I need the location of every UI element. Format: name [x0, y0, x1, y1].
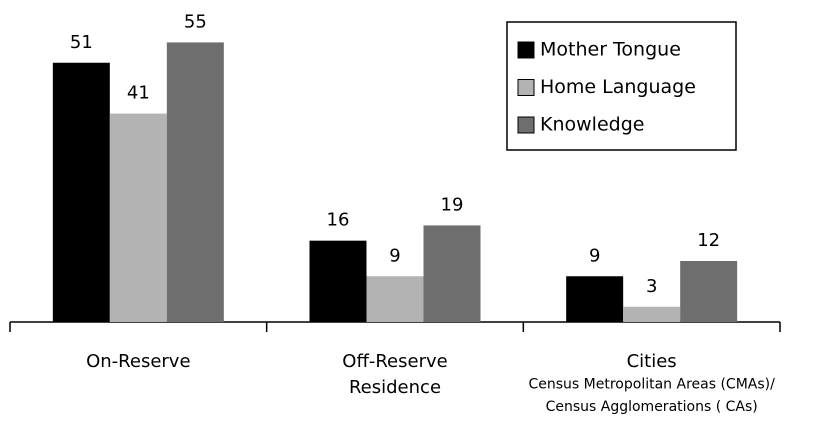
value-label: 9 [589, 245, 600, 266]
value-label: 55 [184, 11, 207, 32]
value-label: 51 [70, 32, 93, 53]
bar [52, 62, 110, 322]
bar [366, 276, 424, 322]
bar [109, 113, 167, 322]
bar [309, 240, 367, 322]
bar [623, 306, 681, 322]
value-label: 19 [441, 194, 464, 215]
value-label: 16 [327, 210, 350, 231]
x-tick-label: Cities [627, 351, 677, 372]
bar [166, 42, 224, 323]
legend-swatch [517, 41, 535, 59]
bar [423, 225, 481, 322]
bar [566, 276, 624, 322]
x-tick-label: On-Reserve [86, 351, 190, 372]
legend-label: Knowledge [540, 114, 644, 136]
legend-label: Home Language [540, 76, 696, 98]
value-label: 3 [646, 276, 657, 297]
bar [680, 261, 738, 322]
legend-swatch [517, 79, 535, 96]
legend-swatch [517, 116, 535, 134]
category-note: Census Metropolitan Areas (CMAs)/ [529, 377, 776, 393]
value-label: 41 [127, 83, 150, 104]
legend-label: Mother Tongue [540, 39, 681, 61]
category-note: Census Agglomerations ( CAs) [546, 399, 758, 415]
value-label: 12 [697, 230, 720, 251]
legend-box [506, 21, 737, 151]
value-label: 9 [389, 245, 400, 266]
x-tick-label: Off-Reserve Residence [342, 351, 447, 398]
